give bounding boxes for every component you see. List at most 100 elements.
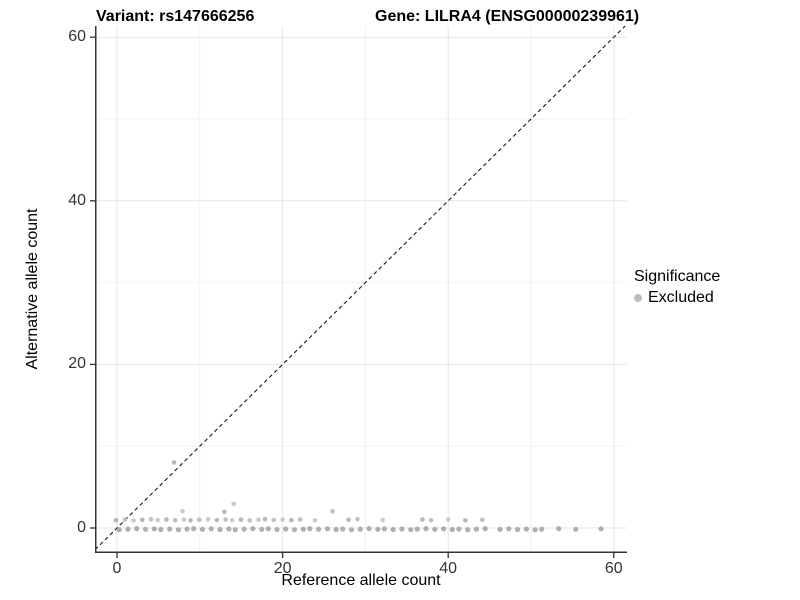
y-axis-title: Alternative allele count xyxy=(24,208,41,370)
data-point xyxy=(122,517,128,522)
data-point xyxy=(188,518,193,523)
y-tick-label: 0 xyxy=(77,519,86,536)
legend-point-icon xyxy=(634,294,642,302)
data-point xyxy=(300,526,306,532)
data-point xyxy=(151,526,157,532)
data-point xyxy=(222,509,227,515)
data-point xyxy=(333,526,339,533)
data-point xyxy=(480,517,485,523)
data-point xyxy=(283,526,289,532)
significance-legend: Significance Excluded xyxy=(634,268,720,307)
data-point xyxy=(291,527,298,533)
data-point xyxy=(432,526,438,532)
data-point xyxy=(217,526,223,533)
data-point xyxy=(473,526,479,532)
data-point xyxy=(238,517,244,522)
data-point xyxy=(465,527,471,533)
data-point xyxy=(208,526,214,532)
data-point xyxy=(184,526,190,532)
data-point xyxy=(598,526,604,532)
data-point xyxy=(113,517,119,523)
data-point xyxy=(375,526,381,532)
data-point xyxy=(532,527,538,533)
data-point xyxy=(134,526,140,532)
data-point xyxy=(330,509,335,514)
data-point xyxy=(223,517,228,522)
data-point xyxy=(116,527,122,533)
data-point xyxy=(274,526,280,533)
variant-title: Variant: rs147666256 xyxy=(96,8,255,25)
data-point xyxy=(357,526,363,532)
data-point xyxy=(523,526,529,532)
data-point xyxy=(340,526,346,532)
data-point xyxy=(271,517,277,523)
data-point xyxy=(449,526,455,533)
y-tick-label: 20 xyxy=(68,355,86,373)
data-point xyxy=(445,517,451,522)
legend-item-label: Excluded xyxy=(648,289,714,306)
data-point xyxy=(175,527,181,533)
data-point xyxy=(231,501,236,507)
data-point xyxy=(324,526,330,532)
data-point xyxy=(355,517,360,522)
data-point xyxy=(420,517,425,522)
data-point xyxy=(140,517,145,523)
data-point xyxy=(226,526,232,532)
y-tick-label: 40 xyxy=(68,191,86,209)
data-point xyxy=(180,508,185,514)
data-point xyxy=(556,526,562,532)
data-point xyxy=(456,526,462,532)
x-tick-label: 0 xyxy=(112,560,122,577)
data-point xyxy=(497,526,503,532)
data-point xyxy=(312,518,318,523)
data-point xyxy=(131,518,136,523)
data-point xyxy=(346,517,351,523)
data-point xyxy=(506,526,512,532)
data-point xyxy=(214,517,220,523)
data-point xyxy=(262,517,268,522)
data-point xyxy=(148,517,154,522)
data-point xyxy=(573,526,579,532)
data-point xyxy=(428,517,434,523)
data-point xyxy=(399,526,405,532)
data-point xyxy=(191,526,197,532)
data-point xyxy=(205,517,211,522)
data-point xyxy=(256,517,261,523)
data-point xyxy=(229,517,235,523)
data-point xyxy=(289,517,294,523)
data-point xyxy=(482,526,488,532)
data-point xyxy=(381,526,387,532)
gene-title: Gene: LILRA4 (ENSG00000239961) xyxy=(375,8,640,25)
data-point xyxy=(297,517,303,522)
data-point xyxy=(158,526,164,533)
plot-panel xyxy=(90,25,627,558)
data-point xyxy=(380,517,386,523)
data-point xyxy=(232,527,238,533)
data-point xyxy=(515,526,521,533)
data-point xyxy=(125,526,131,532)
data-point xyxy=(307,526,313,532)
data-point xyxy=(197,517,202,523)
data-point xyxy=(167,526,173,532)
data-point xyxy=(414,526,420,532)
data-point xyxy=(155,517,160,523)
data-point xyxy=(390,526,396,533)
y-tick-label: 60 xyxy=(68,28,86,46)
scatter-plot-canvas xyxy=(90,25,627,558)
data-point xyxy=(181,517,187,522)
legend-item-excluded: Excluded xyxy=(634,289,720,307)
data-point xyxy=(250,526,256,532)
data-point xyxy=(172,517,178,523)
x-tick-label: 20 xyxy=(273,560,292,577)
data-point xyxy=(142,526,149,532)
data-point xyxy=(366,526,372,532)
data-point xyxy=(423,526,429,532)
data-point xyxy=(164,517,169,522)
data-point xyxy=(259,526,265,532)
data-point xyxy=(408,527,414,533)
x-tick-label: 40 xyxy=(439,560,458,577)
data-point xyxy=(280,517,285,522)
legend-title: Significance xyxy=(634,268,721,285)
data-point xyxy=(199,526,205,532)
